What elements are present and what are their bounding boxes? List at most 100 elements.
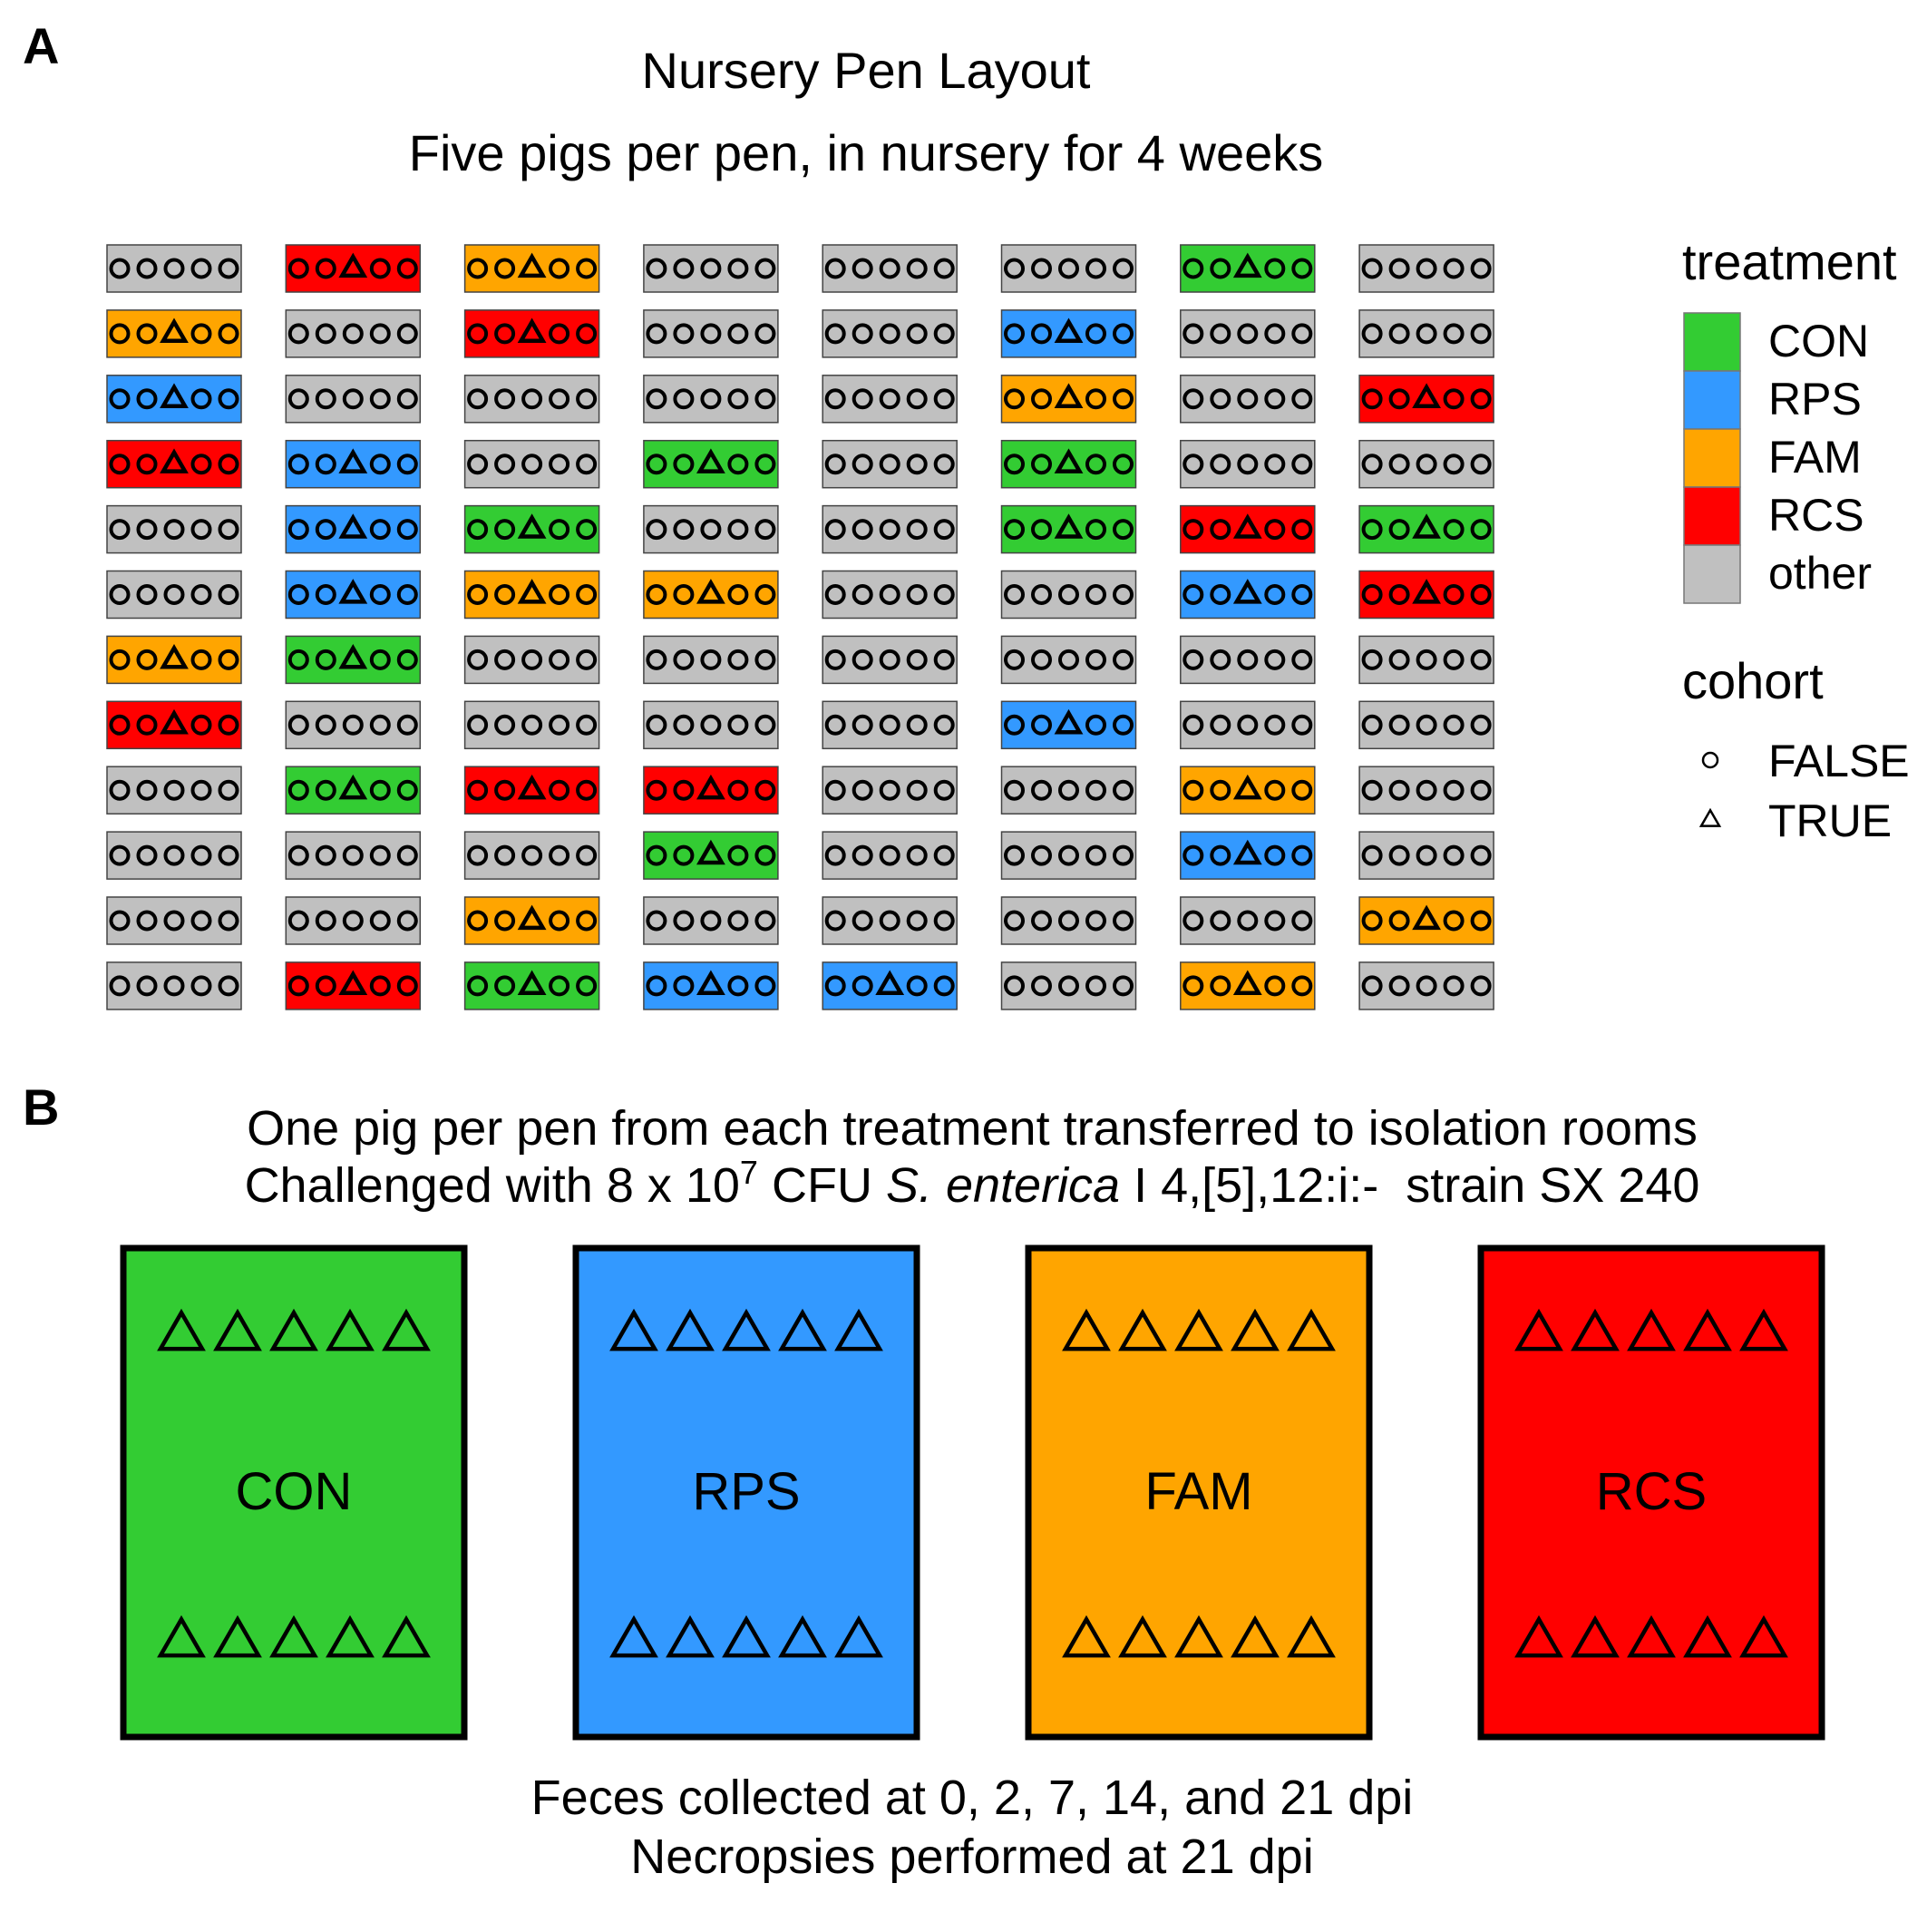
- pig-cohort-false: [369, 519, 391, 541]
- pig-cohort-false: [549, 323, 570, 345]
- pen: [822, 896, 958, 945]
- pig-cohort-false: [190, 584, 212, 605]
- pig-cohort-false: [1058, 779, 1079, 801]
- pig-cohort-false: [646, 910, 667, 932]
- pig-cohort-false: [933, 975, 955, 997]
- pig-cohort-false: [576, 975, 598, 997]
- pig-cohort-false: [1210, 649, 1231, 670]
- pig-cohort-false: [109, 910, 131, 932]
- pig-cohort-false: [1031, 388, 1052, 410]
- pig-icon: [1231, 1308, 1280, 1351]
- line2-mid: CFU: [758, 1158, 886, 1213]
- room-label: RCS: [1596, 1462, 1707, 1521]
- pig-icon: [213, 1308, 262, 1351]
- pig-cohort-false: [396, 258, 418, 279]
- pig-cohort-false: [1443, 714, 1465, 736]
- pig-cohort-false: [576, 454, 598, 475]
- legend-treatment-label: RPS: [1768, 374, 1862, 424]
- pen: [1000, 831, 1137, 880]
- pig-cohort-false: [1210, 519, 1231, 541]
- pig-icon: [1118, 1308, 1167, 1351]
- pig-cohort-false: [396, 714, 418, 736]
- pig-icon: [157, 1615, 206, 1658]
- pig-cohort-false: [1470, 388, 1492, 410]
- pig-cohort-true: [338, 448, 368, 473]
- pig-cohort-true: [696, 579, 725, 604]
- pig-cohort-false: [879, 584, 900, 605]
- pig-cohort-false: [1210, 910, 1231, 932]
- pig-cohort-false: [287, 844, 309, 866]
- pig-cohort-false: [287, 258, 309, 279]
- pig-cohort-false: [933, 519, 955, 541]
- pig-cohort-false: [673, 975, 695, 997]
- pig-cohort-false: [1388, 844, 1410, 866]
- pen: [822, 700, 958, 750]
- pig-cohort-false: [467, 714, 489, 736]
- pig-cohort-false: [315, 323, 336, 345]
- pig-cohort-false: [494, 519, 516, 541]
- pig-cohort-true: [160, 644, 189, 669]
- pig-cohort-false: [1291, 388, 1313, 410]
- pig-cohort-false: [1085, 975, 1106, 997]
- legend-triangle-icon: [1698, 807, 1722, 827]
- pig-cohort-false: [1237, 910, 1259, 932]
- pig-cohort-false: [369, 258, 391, 279]
- pig-cohort-false: [396, 519, 418, 541]
- pig-cohort-false: [369, 714, 391, 736]
- pig-cohort-false: [879, 519, 900, 541]
- pig-icon: [778, 1308, 827, 1351]
- pig-cohort-false: [754, 584, 776, 605]
- pig-cohort-false: [1264, 519, 1286, 541]
- pig-cohort-false: [218, 975, 239, 997]
- pig-cohort-false: [1361, 844, 1383, 866]
- pig-cohort-false: [1058, 910, 1079, 932]
- pen: [106, 766, 242, 815]
- pen: [463, 700, 600, 750]
- pig-cohort-false: [1291, 649, 1313, 670]
- pig-cohort-false: [163, 844, 185, 866]
- pig-cohort-false: [673, 910, 695, 932]
- legend-treatment-item: RPS: [1683, 370, 1862, 430]
- pen: [1358, 635, 1494, 685]
- pig-cohort-false: [754, 844, 776, 866]
- pig-cohort-false: [1085, 519, 1106, 541]
- pig-cohort-false: [1004, 388, 1025, 410]
- pig-cohort-false: [136, 649, 158, 670]
- pig-cohort-false: [879, 388, 900, 410]
- pig-cohort-false: [549, 714, 570, 736]
- pen: [643, 504, 779, 554]
- pen: [1000, 635, 1137, 685]
- pig-cohort-false: [754, 975, 776, 997]
- pig-cohort-false: [1470, 779, 1492, 801]
- pig-icon: [1683, 1615, 1732, 1658]
- pig-cohort-false: [824, 584, 846, 605]
- pig-cohort-false: [369, 454, 391, 475]
- pig-cohort-false: [1291, 258, 1313, 279]
- pig-cohort-false: [1237, 388, 1259, 410]
- pen: [643, 766, 779, 815]
- pig-cohort-false: [467, 258, 489, 279]
- pig-cohort-false: [549, 388, 570, 410]
- pig-cohort-false: [852, 910, 873, 932]
- pen: [643, 635, 779, 685]
- pig-cohort-false: [549, 779, 570, 801]
- pen: [1000, 244, 1137, 293]
- pen: [822, 244, 958, 293]
- pig-icon: [213, 1615, 262, 1658]
- pig-cohort-false: [727, 714, 749, 736]
- pig-cohort-false: [1210, 584, 1231, 605]
- pig-cohort-false: [1058, 258, 1079, 279]
- pig-cohort-false: [549, 649, 570, 670]
- pig-cohort-false: [1264, 258, 1286, 279]
- pig-cohort-false: [673, 649, 695, 670]
- pig-cohort-false: [467, 388, 489, 410]
- pig-cohort-false: [1264, 649, 1286, 670]
- pig-cohort-false: [1361, 910, 1383, 932]
- pig-cohort-false: [1470, 844, 1492, 866]
- pig-cohort-false: [163, 258, 185, 279]
- pig-cohort-false: [1113, 519, 1134, 541]
- legend-swatch-con: [1683, 312, 1741, 372]
- pig-icon: [1683, 1308, 1732, 1351]
- pig-icon: [609, 1615, 658, 1658]
- pen: [1358, 831, 1494, 880]
